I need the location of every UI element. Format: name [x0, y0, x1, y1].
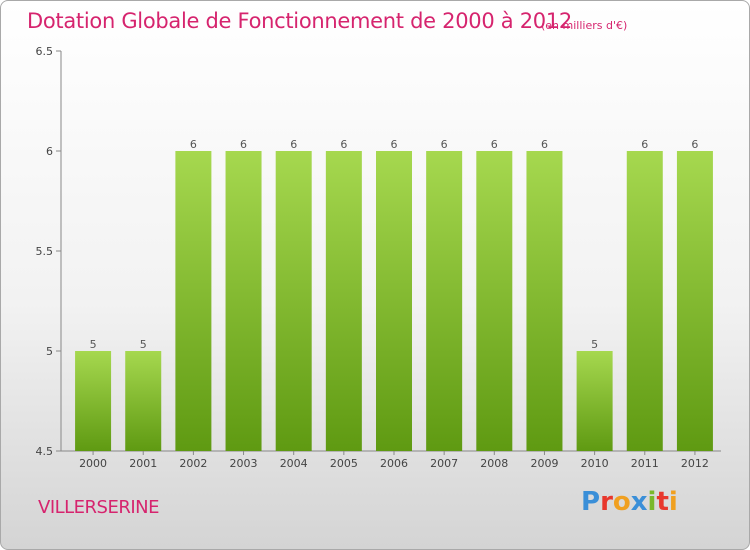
bar-series	[75, 151, 713, 451]
data-labels: 5 5 6 6 6 6 6 6 6 6 5 6 6	[90, 138, 699, 351]
logo-letter: x	[630, 487, 648, 517]
bar-2005	[325, 151, 362, 451]
x-tick-label-2002: 2002	[179, 457, 207, 470]
y-tick-label: 4.5	[36, 445, 54, 458]
y-tick-label: 5	[46, 345, 53, 358]
x-tick-label-2000: 2000	[79, 457, 107, 470]
data-label-2009: 6	[541, 138, 548, 151]
data-label-2012: 6	[691, 138, 698, 151]
y-tick-label: 6.5	[36, 45, 54, 58]
bar-2000	[75, 351, 112, 451]
chart-subtitle: (en milliers d'€)	[541, 19, 628, 32]
logo-letter: i	[647, 487, 657, 517]
x-tick-label-2001: 2001	[129, 457, 157, 470]
x-tick-label-2012: 2012	[681, 457, 709, 470]
data-label-2008: 6	[491, 138, 498, 151]
bar-2006	[376, 151, 412, 451]
x-tick-label-2007: 2007	[430, 457, 458, 470]
x-axis-ticks: 2000 2001 2002 2003 2004 2005 2006 2007 2008 2009…	[79, 451, 709, 470]
bar-2007	[426, 151, 463, 451]
logo-letter: r	[600, 487, 613, 517]
commune-name: VILLERSERINE	[38, 497, 160, 518]
bar-2003	[225, 151, 262, 451]
x-tick-label-2009: 2009	[530, 457, 558, 470]
data-label-2007: 6	[441, 138, 448, 151]
chart-title: Dotation Globale de Fonctionnement de 20…	[27, 9, 572, 33]
data-label-2001: 5	[140, 338, 147, 351]
bar-2012	[676, 151, 713, 451]
bar-2010	[576, 351, 613, 451]
x-tick-label-2010: 2010	[581, 457, 609, 470]
proxiti-logo[interactable]: Proxiti	[581, 487, 678, 517]
data-label-2011: 6	[641, 138, 648, 151]
bar-2009	[526, 151, 563, 451]
bar-2001	[125, 351, 162, 451]
y-tick-label: 5.5	[36, 245, 54, 258]
logo-letter: t	[656, 487, 669, 517]
bar-2002	[175, 151, 212, 451]
logo-letter: i	[668, 487, 678, 517]
x-tick-label-2005: 2005	[330, 457, 358, 470]
y-tick-label: 6	[46, 145, 53, 158]
data-label-2000: 5	[90, 338, 97, 351]
x-tick-label-2006: 2006	[380, 457, 408, 470]
x-tick-label-2003: 2003	[230, 457, 258, 470]
logo-letter: o	[612, 487, 631, 517]
data-label-2004: 6	[290, 138, 297, 151]
data-label-2005: 6	[340, 138, 347, 151]
data-label-2010: 5	[591, 338, 598, 351]
data-label-2003: 6	[240, 138, 247, 151]
data-label-2002: 6	[190, 138, 197, 151]
bar-2011	[626, 151, 663, 451]
y-axis-ticks: 4.5 5 5.5 6 6.5	[36, 45, 61, 458]
data-label-2006: 6	[391, 138, 398, 151]
x-tick-label-2008: 2008	[480, 457, 508, 470]
bar-2004	[275, 151, 312, 451]
logo-letter: P	[581, 487, 601, 517]
x-tick-label-2011: 2011	[631, 457, 659, 470]
bar-2008	[476, 151, 513, 451]
x-tick-label-2004: 2004	[280, 457, 308, 470]
